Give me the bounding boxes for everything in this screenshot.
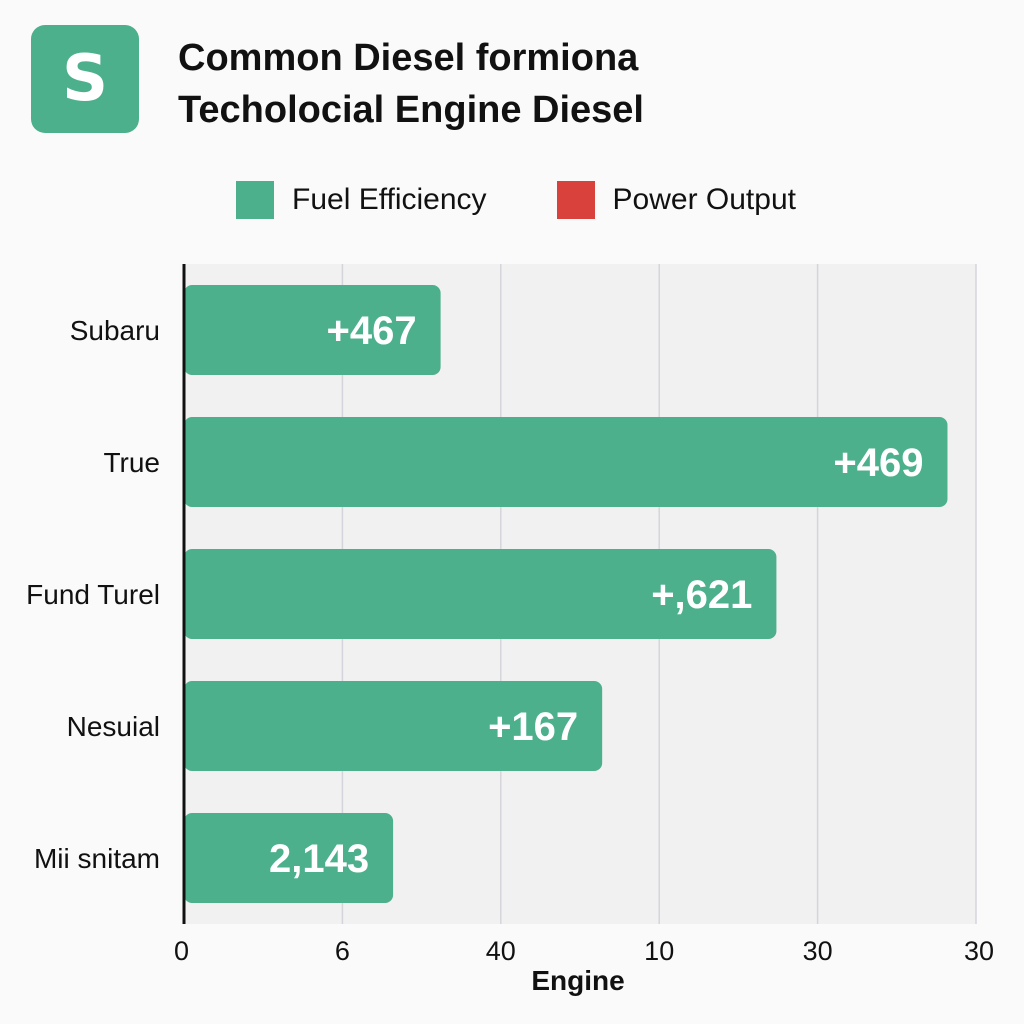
bar-value-label: +,621 [651, 573, 752, 617]
y-tick-label: Subaru [70, 315, 160, 346]
bar-value-label: 2,143 [269, 837, 369, 881]
chart-title-line-2: Techolocial Engine Diesel [178, 89, 644, 131]
bar-value-label: +469 [833, 441, 923, 485]
legend-label: Fuel Efficiency [292, 183, 487, 216]
bar [184, 417, 948, 507]
bar [184, 549, 777, 639]
y-tick-label: Nesuial [67, 711, 160, 742]
bar-value-label: +167 [488, 705, 578, 749]
x-tick-label: 6 [335, 936, 350, 966]
logo-letter: S [61, 42, 109, 116]
bar-value-label: +467 [326, 309, 416, 353]
chart-title-line-1: Common Diesel formiona [178, 37, 639, 79]
chart-title: Common Diesel formiona Techolocial Engin… [178, 32, 644, 136]
x-tick-label: 10 [644, 936, 674, 966]
red-square-swatch [556, 181, 595, 219]
bar [184, 285, 441, 375]
brand-logo: S [31, 25, 139, 133]
bar [184, 681, 603, 771]
y-tick-label: True [103, 447, 160, 478]
green-square-swatch [236, 181, 274, 219]
bar [184, 813, 394, 903]
y-tick-label: Mii snitam [34, 843, 160, 874]
x-axis-label: Engine [531, 965, 624, 996]
legend-label: Power Output [612, 183, 796, 216]
x-tick-label: 0 [174, 936, 189, 966]
legend-item-fuel-efficiency: Fuel Efficiency [236, 181, 487, 219]
legend-item-power-output: Power Output [556, 181, 796, 219]
x-tick-label: 30 [964, 936, 994, 966]
chart-legend: Fuel Efficiency Power Output [236, 180, 866, 220]
x-tick-label: 40 [486, 936, 516, 966]
y-tick-label: Fund Turel [26, 579, 160, 610]
x-tick-label: 30 [803, 936, 833, 966]
